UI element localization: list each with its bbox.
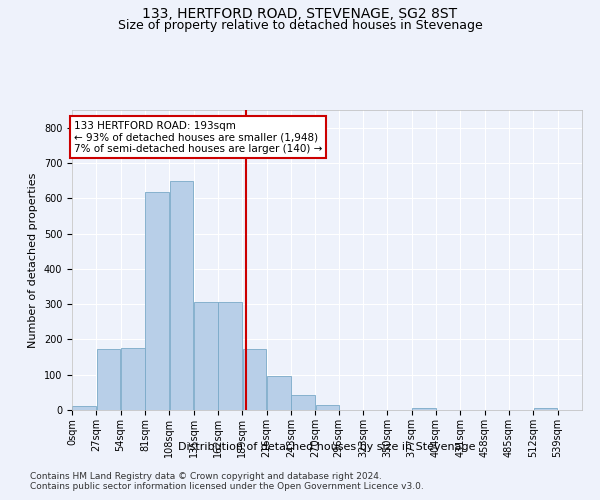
Text: Distribution of detached houses by size in Stevenage: Distribution of detached houses by size … <box>178 442 476 452</box>
Text: Contains HM Land Registry data © Crown copyright and database right 2024.: Contains HM Land Registry data © Crown c… <box>30 472 382 481</box>
Bar <box>97 349 120 410</box>
Bar <box>73 406 96 410</box>
Text: 133 HERTFORD ROAD: 193sqm
← 93% of detached houses are smaller (1,948)
7% of sem: 133 HERTFORD ROAD: 193sqm ← 93% of detac… <box>74 120 322 154</box>
Text: Size of property relative to detached houses in Stevenage: Size of property relative to detached ho… <box>118 18 482 32</box>
Bar <box>194 302 218 410</box>
Text: Contains public sector information licensed under the Open Government Licence v3: Contains public sector information licen… <box>30 482 424 491</box>
Bar <box>534 408 557 410</box>
Bar <box>218 302 242 410</box>
Y-axis label: Number of detached properties: Number of detached properties <box>28 172 38 348</box>
Bar <box>412 408 436 410</box>
Bar <box>121 348 145 410</box>
Bar <box>316 404 339 410</box>
Bar <box>145 192 169 410</box>
Text: 133, HERTFORD ROAD, STEVENAGE, SG2 8ST: 133, HERTFORD ROAD, STEVENAGE, SG2 8ST <box>142 8 458 22</box>
Bar <box>292 395 315 410</box>
Bar <box>242 349 266 410</box>
Bar <box>170 180 193 410</box>
Bar <box>267 376 290 410</box>
